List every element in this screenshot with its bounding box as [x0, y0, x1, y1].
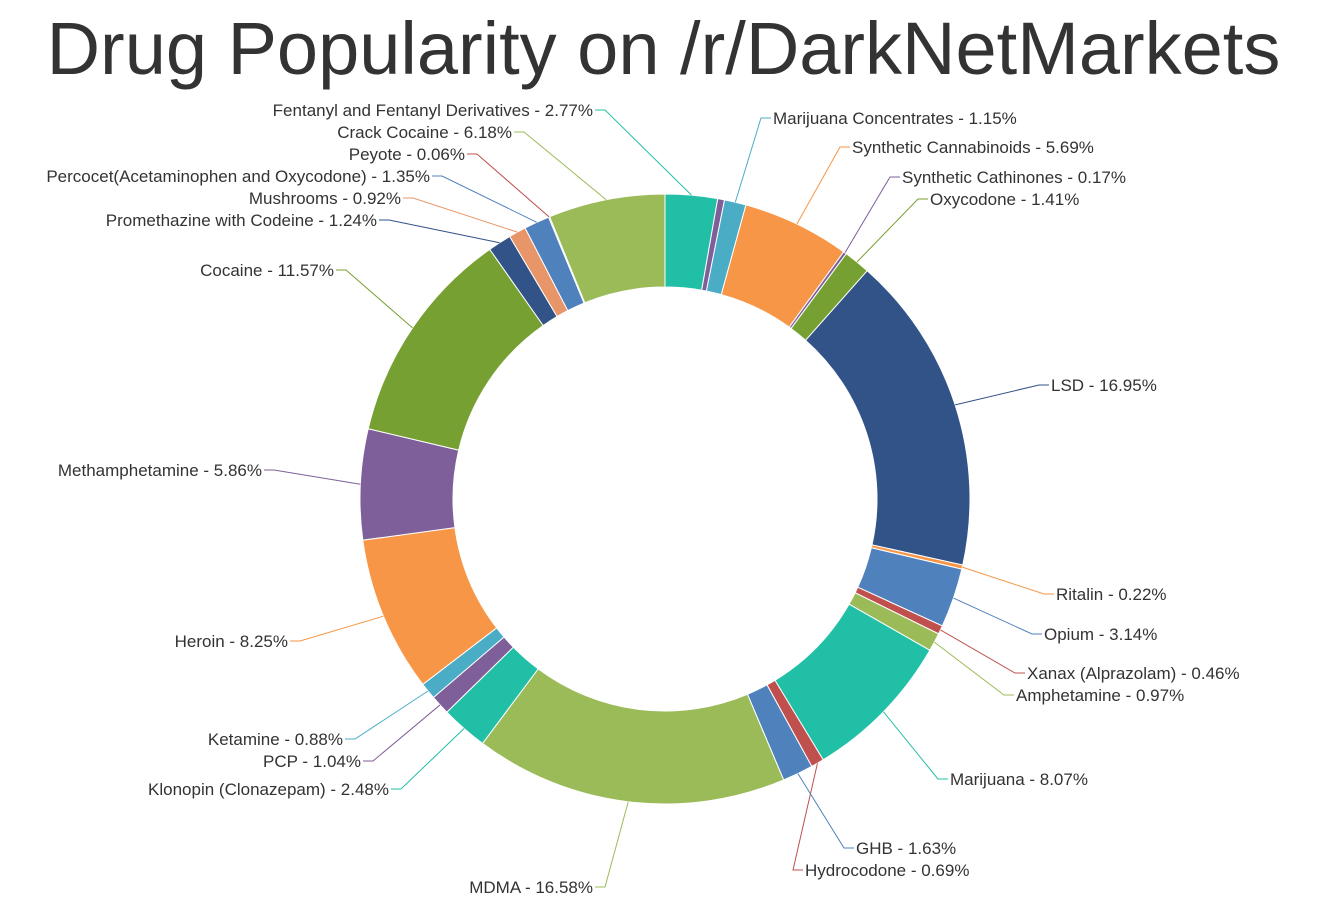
- leader-line: [336, 269, 413, 329]
- leader-line: [934, 641, 1014, 696]
- slice-label: Oxycodone - 1.41%: [930, 190, 1079, 209]
- leader-line: [792, 763, 818, 871]
- slice-label: Heroin - 8.25%: [175, 632, 288, 651]
- slice-label: Percocet(Acetaminophen and Oxycodone) - …: [46, 167, 430, 186]
- leader-line: [467, 153, 550, 218]
- donut-slice: [481, 668, 785, 805]
- slice-label: Marijuana Concentrates - 1.15%: [773, 109, 1017, 128]
- leader-line: [514, 131, 607, 201]
- leader-line: [796, 146, 850, 225]
- slice-label: Ritalin - 0.22%: [1056, 585, 1167, 604]
- leader-line: [403, 197, 518, 233]
- slice-label: Xanax (Alprazolam) - 0.46%: [1027, 664, 1240, 683]
- leader-line: [797, 773, 854, 849]
- leader-line: [379, 219, 500, 244]
- leader-line: [883, 711, 948, 780]
- leader-line: [363, 704, 441, 762]
- slice-label: Cocaine - 11.57%: [200, 261, 334, 280]
- slice-label: Klonopin (Clonazepam) - 2.48%: [148, 780, 389, 799]
- donut-slice: [548, 193, 666, 304]
- slice-label: Methamphetamine - 5.86%: [58, 461, 262, 480]
- slice-label: Synthetic Cannabinoids - 5.69%: [852, 138, 1094, 157]
- slice-label: GHB - 1.63%: [856, 839, 956, 858]
- leader-line: [940, 629, 1025, 674]
- leader-line: [953, 597, 1042, 635]
- leader-line: [432, 175, 537, 223]
- leader-line: [264, 469, 361, 485]
- leader-line: [595, 109, 692, 196]
- leader-line: [345, 690, 429, 740]
- slice-label: Amphetamine - 0.97%: [1016, 686, 1184, 705]
- slice-label: PCP - 1.04%: [263, 752, 361, 771]
- chart-title: Drug Popularity on /r/DarkNetMarkets: [46, 7, 1281, 90]
- slice-label: Crack Cocaine - 6.18%: [337, 123, 512, 142]
- slices-group: [359, 193, 971, 805]
- slice-label: Marijuana - 8.07%: [950, 770, 1088, 789]
- leader-line: [844, 176, 900, 254]
- donut-slice: [804, 270, 971, 566]
- slice-label: Mushrooms - 0.92%: [249, 189, 401, 208]
- slice-label: MDMA - 16.58%: [469, 878, 593, 897]
- leader-line: [290, 615, 384, 642]
- leader-line: [856, 198, 928, 263]
- slice-label: Promethazine with Codeine - 1.24%: [106, 211, 377, 230]
- leader-line: [962, 566, 1054, 595]
- leader-line: [391, 728, 465, 790]
- slice-label: Ketamine - 0.88%: [208, 730, 343, 749]
- leader-lines-group: [264, 109, 1054, 888]
- slice-label: Synthetic Cathinones - 0.17%: [902, 168, 1126, 187]
- leader-line: [734, 117, 771, 203]
- slice-label: LSD - 16.95%: [1051, 376, 1157, 395]
- slice-label: Opium - 3.14%: [1044, 625, 1157, 644]
- leader-line: [595, 801, 629, 888]
- leader-line: [954, 384, 1049, 406]
- slice-label: Hydrocodone - 0.69%: [805, 861, 969, 880]
- slice-label: Peyote - 0.06%: [349, 145, 465, 164]
- slice-label: Fentanyl and Fentanyl Derivatives - 2.77…: [273, 101, 593, 120]
- labels-group: Fentanyl and Fentanyl Derivatives - 2.77…: [46, 101, 1239, 897]
